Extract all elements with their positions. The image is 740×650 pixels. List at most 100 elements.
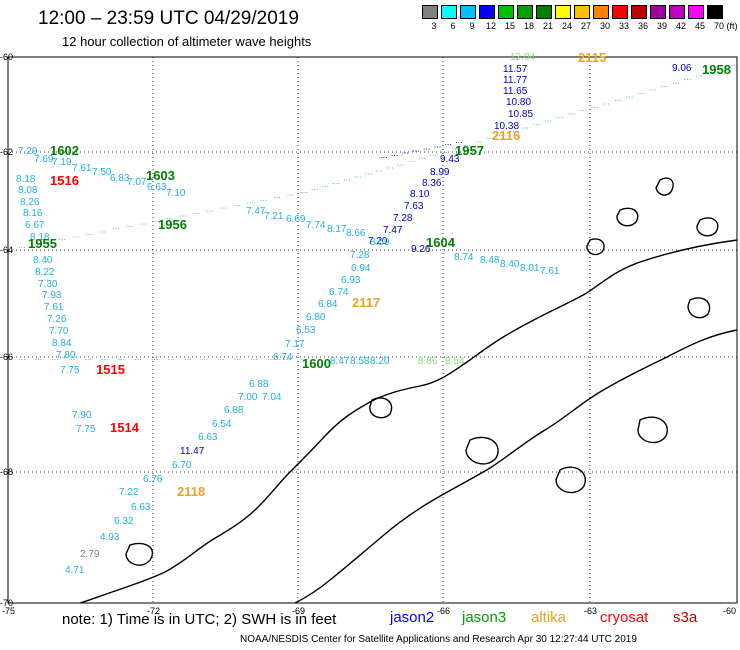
swh-value: 8.18 [30, 232, 50, 243]
track-fill-mark: ∙∙∙ [68, 354, 76, 364]
pass-time-label: 1514 [110, 420, 140, 435]
swh-value: 7.17 [285, 339, 305, 350]
track-fill-mark: ∙∙∙ [72, 232, 80, 242]
island-5 [369, 397, 393, 419]
track-fill-mark: ∙∙∙ [267, 354, 275, 364]
track-fill-mark: ∙∙∙ [354, 172, 362, 182]
swh-value: 10.80 [506, 97, 531, 108]
colorbar-swatch [707, 5, 723, 19]
island-9 [125, 542, 154, 566]
swh-value: 8.58 [350, 356, 370, 367]
swh-value: 7.47 [246, 206, 266, 217]
pass-time-label: 1515 [96, 362, 125, 377]
colorbar-swatch [460, 5, 476, 19]
track-fill-mark: ∙∙∙ [614, 95, 622, 105]
pass-time-label: 1516 [50, 173, 79, 188]
track-fill-mark: ∙∙∙ [568, 109, 576, 119]
track-fill-mark: ∙∙∙ [386, 162, 394, 172]
track-fill-mark: ∙∙∙ [444, 139, 452, 149]
track-fill-mark: ∙∙∙ [375, 165, 383, 175]
swh-value: 6.74 [273, 352, 293, 363]
satellite-legend-item: jason2 [390, 609, 435, 626]
swh-value: 8.22 [35, 267, 55, 278]
time-labels: 2115 2116 2117 2118 1602 1603 1604 1600 1956 1955… [28, 50, 731, 499]
swh-value: 6.63 [131, 502, 151, 513]
track-fill-mark: ∙∙∙ [200, 354, 208, 364]
swh-value: 8.40 [500, 259, 520, 270]
colorbar-tick-label: 6 [450, 21, 456, 31]
colorbar-tick-label: 27 [580, 21, 591, 31]
satellite-legend-item: cryosat [600, 609, 649, 626]
swh-value: 8.26 [20, 197, 40, 208]
colorbar-swatch [517, 5, 533, 19]
swh-value: 6.67 [25, 220, 45, 231]
swh-value: 7.75 [76, 424, 96, 435]
track-fill-mark: ∙∙∙ [730, 60, 738, 70]
track-fill-mark: ∙∙∙ [544, 116, 552, 126]
colorbar-swatch [593, 5, 609, 19]
swh-value: 6.63 [198, 432, 218, 443]
swh-value: 8.99 [430, 167, 450, 178]
pass-time-label: 1603 [146, 168, 175, 183]
track-fill-mark: ∙∙∙ [440, 147, 448, 157]
swh-value: 7.47 [383, 225, 403, 236]
track-fill-mark: ∙∙∙ [300, 187, 308, 197]
swh-value: 7.28 [393, 213, 413, 224]
track-fill-mark: ∙∙∙ [637, 88, 645, 98]
track-fill-mark: ∙∙∙ [591, 102, 599, 112]
longitude-label: -69 [292, 606, 305, 616]
swh-value: 7.50 [92, 167, 112, 178]
track-fill-mark: ∙∙∙ [134, 354, 142, 364]
swh-value: 7.10 [166, 188, 186, 199]
pass-time-label: 2116 [492, 128, 520, 143]
track-fill-mark: ∙∙∙ [151, 354, 159, 364]
swh-value: 6.74 [329, 287, 349, 298]
track-fill-mark: ∙∙∙ [125, 221, 133, 231]
graticule [8, 57, 737, 603]
track-fill-mark: ∙∙∙ [463, 140, 471, 150]
track-fill-mark: ∙∙∙ [695, 70, 703, 80]
colorbar-tick-label: 45 [694, 21, 705, 31]
swh-value: 9.26 [411, 244, 431, 255]
satellite-legend-item: jason3 [462, 609, 507, 626]
colorbar-swatch [479, 5, 495, 19]
track-fill-mark: ∙∙∙ [139, 218, 147, 228]
track-fill-mark: ∙∙∙ [193, 208, 201, 218]
track-fill-mark: ∙∙∙ [486, 133, 494, 143]
colorbar-tick-label: 70 [713, 21, 724, 31]
colorbar-tick-label: 24 [561, 21, 572, 31]
swh-value: 9.06 [672, 63, 692, 74]
track-fill-mark: ∙∙∙ [167, 354, 175, 364]
colorbar-swatch [422, 5, 438, 19]
colorbar-tick-label: 21 [542, 21, 553, 31]
swh-value: 8.74 [454, 252, 474, 263]
track-fill-mark: ∙∙∙ [365, 169, 373, 179]
swh-value: 8.10 [410, 189, 430, 200]
swh-value: 6.88 [224, 405, 244, 416]
swh-value: 7.07 [127, 177, 147, 188]
satellite-legend-item: altika [531, 609, 567, 626]
swh-value: 6.88 [249, 379, 269, 390]
swh-value: 7.04 [262, 392, 282, 403]
swh-value: 8.36 [422, 178, 442, 189]
track-fill-mark: ∙∙∙ [18, 242, 26, 252]
swh-value: 6.32 [114, 516, 134, 527]
colorbar-tick-label: 30 [599, 21, 610, 31]
colorbar-swatch [631, 5, 647, 19]
swh-value: 7.29 [18, 146, 38, 157]
swh-value: 4.71 [65, 565, 85, 576]
track-fill-mark: ∙∙∙ [99, 226, 107, 236]
pass-time-label: 1602 [50, 143, 79, 158]
swh-value: 6.69 [286, 214, 306, 225]
swh-value: 7.69 [34, 154, 54, 165]
swh-value: 8.20 [370, 356, 390, 367]
pass-time-label: 1600 [302, 356, 331, 371]
track-fill-mark: ∙∙∙ [391, 150, 399, 160]
track-fill-mark: ∙∙∙ [452, 144, 460, 154]
colorbar-swatch [688, 5, 704, 19]
pass-time-label: 1955 [28, 236, 57, 251]
colorbar-swatch [650, 5, 666, 19]
track-fill-mark: ∙∙∙ [649, 84, 657, 94]
pass-time-label: 1958 [702, 62, 731, 77]
